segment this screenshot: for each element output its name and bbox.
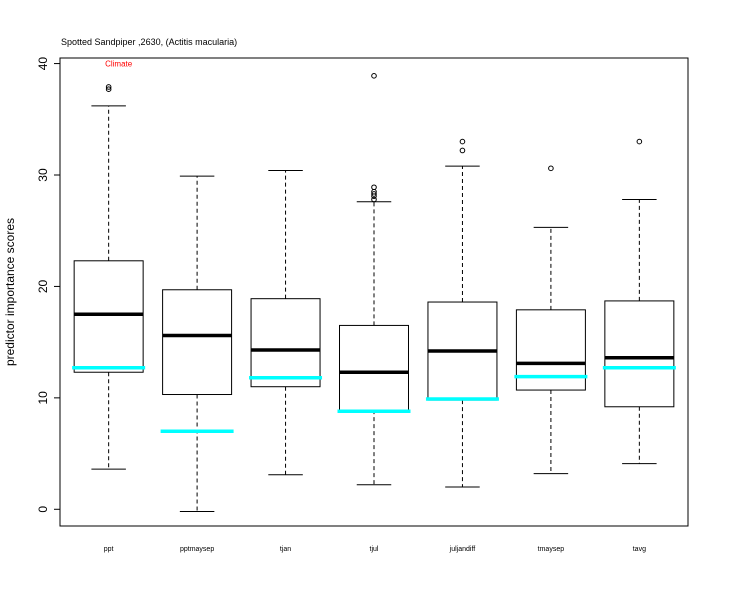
box: [162, 289, 233, 396]
x-tick-label: tjul: [370, 546, 379, 553]
y-tick-label: 20: [36, 279, 50, 293]
outlier-point: [636, 138, 643, 145]
chart-title: Spotted Sandpiper ,2630, (Actitis macula…: [61, 37, 237, 47]
climate-annotation: Climate: [105, 60, 133, 69]
box: [73, 260, 144, 373]
outlier-point: [371, 196, 377, 203]
y-tick-label: 10: [36, 391, 50, 405]
x-tick-label: ppt: [104, 546, 114, 553]
y-tick-label: 30: [36, 168, 50, 182]
x-tick-label: tjan: [280, 546, 291, 553]
x-tick-label: tavg: [633, 546, 646, 553]
plot-area: 0 10 20 30 40 ppt pptmaysep tjan tjul juljandiff t…: [36, 57, 689, 553]
outlier-point: [105, 84, 112, 90]
x-tick-label: pptmaysep: [180, 546, 214, 553]
box: [250, 298, 321, 388]
plot-frame: [59, 57, 689, 527]
outlier-point: [459, 147, 466, 154]
outlier-point: [548, 165, 554, 172]
y-tick-label: 40: [36, 57, 50, 71]
x-tick-label: tmaysep: [538, 546, 565, 553]
box: [604, 300, 675, 408]
outlier-point: [105, 86, 112, 92]
outlier-point: [459, 138, 466, 145]
x-tick-label: juljandiff: [449, 546, 476, 553]
outlier-point: [371, 73, 377, 79]
box: [339, 324, 409, 411]
y-axis-label: predictor importance scores: [3, 218, 17, 366]
y-tick-label: 0: [36, 506, 50, 513]
outlier-point: [371, 191, 377, 197]
outlier-point: [371, 184, 377, 191]
